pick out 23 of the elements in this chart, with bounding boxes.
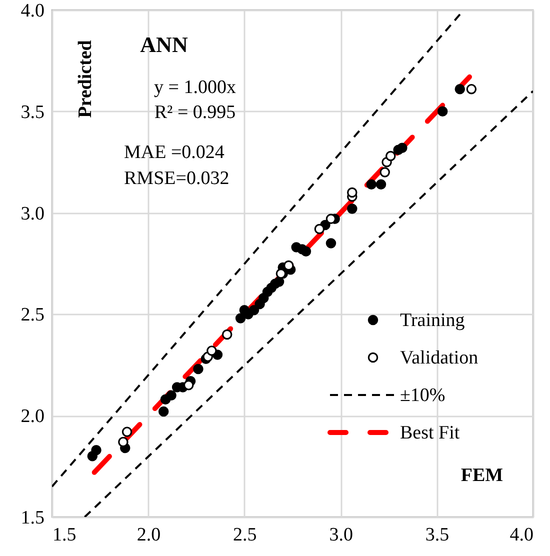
legend-label: Validation	[400, 348, 479, 368]
x-tick-label: 3.5	[425, 524, 450, 546]
y-tick-label: 2.5	[20, 304, 44, 326]
y-tick-label: 1.5	[20, 508, 44, 528]
y-axis-title: Predicted	[75, 40, 96, 118]
annotation: RMSE=0.032	[124, 168, 230, 189]
legend-label: Training	[400, 310, 466, 331]
y-tick-label: 3.5	[20, 102, 44, 123]
legend-label: ±10%	[400, 385, 446, 406]
y-tick-label: 3.0	[20, 203, 44, 224]
x-tick-label: 2.5	[233, 524, 257, 546]
text: ANN	[140, 32, 188, 57]
annotation: R² = 0.995	[154, 102, 236, 123]
x-tick-label: 3.0	[329, 524, 353, 546]
x-axis-title: FEM	[460, 465, 504, 486]
x-tick-label: 1.5	[52, 524, 76, 546]
x-tick-label: 4.0	[510, 524, 534, 546]
annotation: y = 1.000x	[154, 77, 236, 98]
x-tick-label: 2.0	[136, 524, 161, 546]
annotation: MAE =0.024	[124, 142, 225, 163]
legend-label: Best Fit	[400, 422, 460, 444]
y-tick-label: 4.0	[20, 0, 44, 22]
y-tick-label: 2.0	[20, 406, 44, 428]
